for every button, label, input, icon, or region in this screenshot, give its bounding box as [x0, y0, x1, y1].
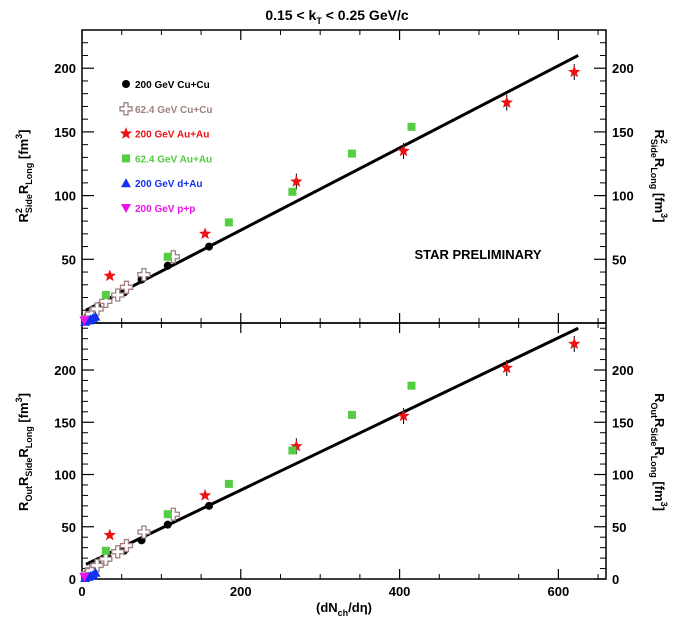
data-point [79, 316, 90, 326]
fit-line [85, 326, 579, 566]
y-tick-label-right: 150 [612, 125, 634, 140]
top-panel-points [79, 64, 581, 326]
y-tick-label-right: 100 [612, 468, 634, 483]
y-tick-label-left: 150 [54, 415, 76, 430]
data-point [198, 227, 212, 240]
series-auau200 [103, 64, 581, 282]
data-point [500, 96, 513, 108]
data-point [224, 479, 233, 488]
data-point [407, 381, 416, 390]
data-point [347, 149, 356, 158]
y-tick-label-right: 150 [612, 415, 634, 430]
data-point [90, 567, 101, 577]
data-point [205, 242, 214, 251]
y-tick-label-left: 150 [54, 125, 76, 140]
x-tick-label: 200 [230, 584, 252, 599]
series-auau62 [101, 381, 416, 555]
data-point [163, 520, 172, 529]
data-point [568, 337, 581, 350]
data-point [568, 65, 581, 78]
bottom-y-axis-label-left: ROutRSideRLong [fm3] [14, 393, 34, 511]
data-point [500, 361, 513, 374]
legend-label-auau200: 200 GeV Au+Au [135, 130, 209, 141]
data-point [103, 269, 116, 282]
x-tick-label: 600 [548, 584, 570, 599]
data-point [111, 545, 125, 559]
data-point [90, 311, 101, 321]
legend-label-auau62: 62.4 GeV Au+Au [135, 154, 212, 165]
data-point [99, 294, 113, 308]
y-tick-label-left: 200 [54, 363, 76, 378]
chart-title: 0.15 < kT < 0.25 GeV/c [265, 7, 408, 26]
y-tick-label-right: 50 [612, 520, 626, 535]
y-tick-label-right: 200 [612, 61, 634, 76]
data-point [163, 252, 172, 261]
data-point [347, 410, 356, 419]
legend-label-pp200: 200 GeV p+p [135, 204, 195, 215]
x-axis-label: (dNch/dη) [316, 600, 372, 618]
y-tick-label-left: 100 [54, 189, 76, 204]
series-pp200 [79, 572, 90, 582]
data-point [163, 261, 172, 270]
top-panel-ticks: 50 50 100 100 150 150 200 200 [54, 30, 634, 323]
legend-marker-cucu200 [122, 80, 130, 88]
bottom-panel-frame [81, 322, 607, 580]
data-point [119, 538, 134, 553]
data-point [198, 488, 212, 501]
y-tick-label-left: 50 [62, 520, 76, 535]
legend-label-cucu62: 62.4 GeV Cu+Cu [135, 105, 213, 116]
legend-label-dau200: 200 GeV d+Au [135, 179, 203, 190]
data-point [137, 525, 151, 539]
x-tick-label: 0 [78, 584, 85, 599]
data-point [224, 218, 233, 227]
data-point [397, 409, 410, 422]
legend-marker-dau200 [121, 178, 131, 188]
y-tick-label-right: 200 [612, 363, 634, 378]
y-tick-label-left: 100 [54, 468, 76, 483]
y-tick-label-right: 100 [612, 189, 634, 204]
data-point [397, 144, 410, 157]
legend: 200 GeV Cu+Cu 62.4 GeV Cu+Cu 200 GeV Au+Au… [119, 80, 213, 215]
data-point [111, 288, 125, 302]
top-y-axis-label-left: R2SideRLong [fm3] [14, 129, 34, 222]
legend-marker-pp200 [121, 204, 131, 213]
data-point [90, 558, 104, 573]
data-point [119, 280, 134, 294]
y-tick-label-right: 0 [612, 572, 619, 587]
bottom-panel-points [79, 335, 581, 582]
data-point [288, 187, 297, 196]
series-pp200 [79, 316, 90, 326]
data-point [407, 122, 416, 131]
data-point [101, 546, 110, 555]
data-point [163, 510, 172, 519]
top-y-axis-label-right: R2SideRLong [fm3] [649, 129, 669, 222]
data-point [99, 552, 113, 566]
data-point [205, 501, 214, 510]
series-auau62 [101, 122, 416, 299]
y-tick-label-left: 0 [69, 572, 76, 587]
data-point [137, 267, 151, 282]
data-point [290, 439, 303, 452]
y-tick-label-left: 50 [62, 252, 76, 267]
series-cucu62 [80, 250, 180, 325]
y-tick-label-right: 50 [612, 252, 626, 267]
data-point [79, 572, 90, 582]
data-point [90, 302, 104, 316]
bottom-y-axis-label-right: ROutRSideRLong [fm3] [649, 393, 669, 511]
legend-marker-cucu62 [119, 102, 133, 116]
y-tick-label-left: 200 [54, 61, 76, 76]
series-auau200 [103, 335, 581, 541]
data-point [290, 175, 303, 187]
star-preliminary-annotation: STAR PRELIMINARY [414, 247, 541, 262]
bottom-fit-line [85, 326, 579, 566]
data-point [288, 446, 297, 455]
legend-label-cucu200: 200 GeV Cu+Cu [135, 80, 210, 91]
data-point [103, 528, 116, 541]
x-tick-label: 400 [389, 584, 411, 599]
legend-marker-auau200 [119, 127, 133, 139]
legend-marker-auau62 [122, 154, 130, 163]
data-point [101, 290, 110, 299]
